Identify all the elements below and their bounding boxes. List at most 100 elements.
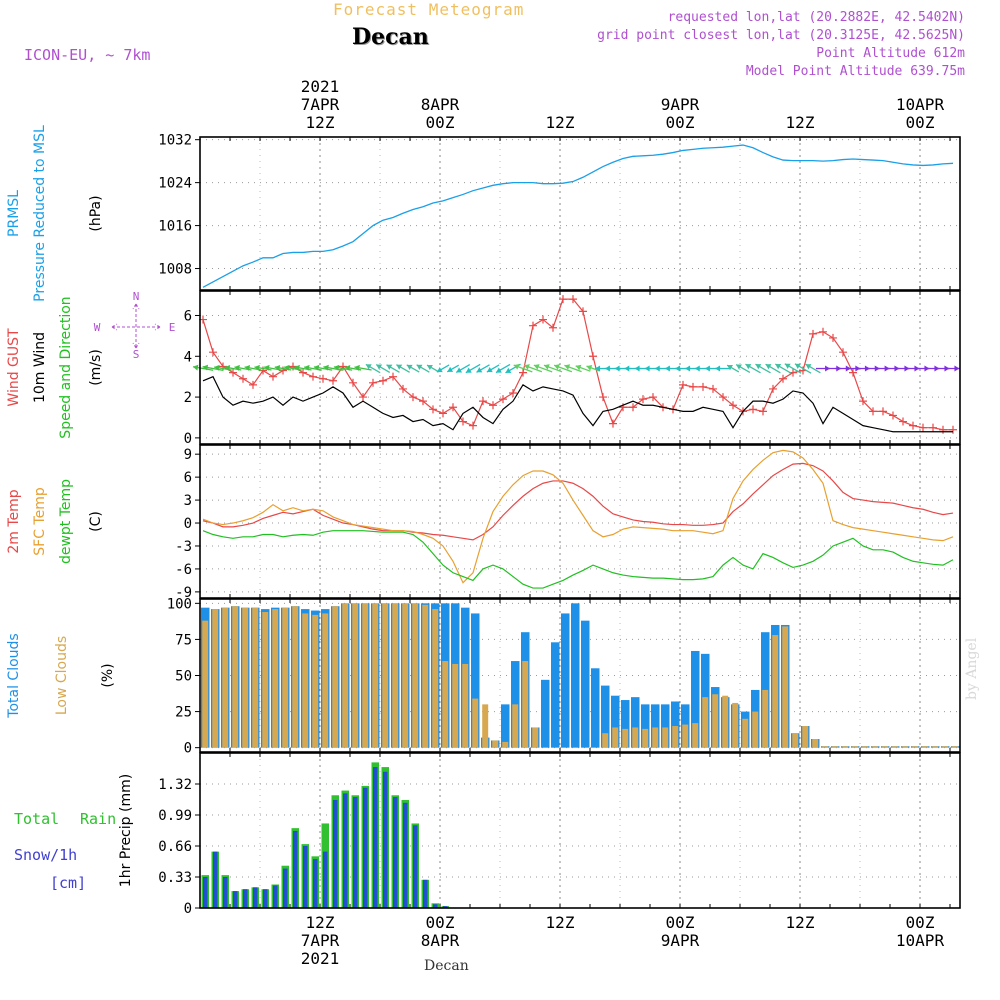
- wind-arrow-head: [427, 364, 433, 371]
- wind-arrow-head: [486, 366, 493, 373]
- bottom-time-label: 12Z: [306, 913, 335, 932]
- wind-arrow-head: [224, 364, 231, 371]
- wind-arrow-head: [704, 365, 710, 372]
- wind-arrow-head: [634, 365, 640, 372]
- pressure-frame: [199, 136, 961, 291]
- wind-direction-arrow: [543, 364, 563, 373]
- top-time-label: 00Z: [666, 113, 695, 132]
- low-cloud-bar: [252, 607, 259, 748]
- wind-arrow-head: [784, 363, 791, 369]
- wind-compass: N S W E: [94, 290, 176, 361]
- wind-direction-arrow: [304, 364, 322, 371]
- wind-direction-arrow: [436, 364, 450, 373]
- low-cloud-bar: [782, 626, 789, 748]
- wind-direction-arrow: [523, 364, 543, 373]
- wind-arrow-head: [564, 364, 571, 370]
- top-time-label: 9APR: [661, 95, 700, 114]
- wind-arrow-head: [447, 366, 454, 372]
- clouds-ytick-label: 100: [167, 596, 192, 612]
- wind-gust-point: [409, 393, 417, 402]
- pressure-ytick-label: 1032: [158, 133, 192, 149]
- wind-direction-arrow: [192, 364, 214, 371]
- wind-gust-point: [639, 395, 647, 404]
- precip-ytick-label: 0.66: [158, 839, 192, 855]
- low-cloud-bar: [662, 727, 669, 748]
- wind-gust-point: [229, 368, 237, 377]
- wind-arrow-head: [505, 367, 512, 373]
- gridpoint-coords: grid point closest lon,lat (20.3125E, 42…: [597, 28, 965, 43]
- snow-bar: [323, 851, 328, 908]
- wind-arrow-head: [604, 365, 610, 372]
- precip-legend-rain: Rain: [80, 810, 116, 828]
- wind-gust-point: [349, 378, 357, 387]
- low-cloud-bar: [292, 606, 299, 748]
- temperature-ytick-label: 6: [184, 470, 192, 486]
- low-cloud-bar: [832, 746, 839, 748]
- wind-gust-point: [909, 421, 917, 430]
- bottom-time-label: 8APR: [421, 931, 460, 950]
- wind-gust-point: [629, 403, 637, 412]
- precip-ytick-label: 0.99: [158, 808, 192, 824]
- snow-bar: [423, 879, 428, 908]
- total-cloud-bar: [631, 697, 640, 748]
- wind-direction-arrow: [375, 364, 391, 373]
- wind-arrow-head: [954, 365, 960, 372]
- snow-bar: [203, 877, 208, 908]
- clouds-panel: 0 25 50 75 100 Total Clouds Low Clouds (%): [6, 596, 960, 757]
- compass-e: E: [169, 321, 176, 334]
- wind-gust-point: [379, 376, 387, 385]
- total-cloud-bar: [691, 650, 700, 748]
- wind-arrow-head: [765, 364, 772, 370]
- low-cloud-bar: [852, 746, 859, 748]
- wind-arrow-head: [595, 365, 601, 372]
- low-cloud-bar: [302, 613, 309, 748]
- low-cloud-bar: [702, 697, 709, 748]
- wind-gust-point: [929, 423, 937, 432]
- wind-direction-arrow: [416, 364, 430, 373]
- bottom-time-label: 2021: [301, 949, 340, 968]
- low-cloud-bar: [282, 607, 289, 748]
- wind-arrow-head: [254, 364, 260, 371]
- wind-gust-point: [439, 409, 447, 418]
- wind-arrow-head: [323, 364, 329, 371]
- low-cloud-bar: [882, 746, 889, 748]
- low-cloud-bar: [872, 746, 879, 748]
- wind-gust-point: [589, 352, 597, 361]
- snow-bar: [413, 825, 418, 908]
- wind-arrow-head: [333, 364, 340, 371]
- wind-direction-arrow: [465, 363, 481, 374]
- wind-gust-point: [209, 348, 217, 357]
- low-cloud-bar: [822, 746, 829, 748]
- wind-arrow-head: [396, 364, 403, 370]
- model-altitude: Model Point Altitude 639.75m: [745, 64, 965, 79]
- wind-direction-arrow: [765, 363, 781, 374]
- wind-gust-point: [449, 403, 457, 412]
- pressure-ytick-label: 1008: [158, 262, 192, 278]
- low-cloud-bar: [862, 746, 869, 748]
- wind-gust-point: [719, 393, 727, 402]
- temperature-ytick-label: -3: [175, 539, 192, 555]
- wind-gust-point: [839, 348, 847, 357]
- requested-coords: requested lon,lat (20.2882E, 42.5402N): [667, 10, 965, 25]
- wind-gust-point: [299, 368, 307, 377]
- station-name: Decan: [352, 24, 429, 50]
- precip-legend-snow: Snow/1h: [14, 846, 77, 864]
- wind-gust-point: [829, 333, 837, 342]
- bottom-time-label: 00Z: [666, 913, 695, 932]
- low-cloud-bar: [672, 726, 679, 748]
- low-cloud-bar: [512, 704, 519, 748]
- temperature-ytick-label: 9: [184, 447, 192, 463]
- wind-arrow-head: [202, 364, 209, 371]
- snow-bar: [233, 891, 238, 908]
- low-cloud-bar: [682, 724, 689, 748]
- low-cloud-bar: [902, 746, 909, 748]
- wind-gust-point: [609, 419, 617, 428]
- clouds-axis-label: Total Clouds: [6, 633, 22, 718]
- low-cloud-bar: [412, 603, 419, 748]
- wind-frame: [199, 290, 961, 445]
- wind-arrow-head: [554, 364, 560, 370]
- wind-direction-arrow: [715, 365, 731, 372]
- wind-gust-point: [539, 315, 547, 324]
- wind-gust-point: [479, 397, 487, 406]
- total-cloud-bar: [671, 701, 680, 748]
